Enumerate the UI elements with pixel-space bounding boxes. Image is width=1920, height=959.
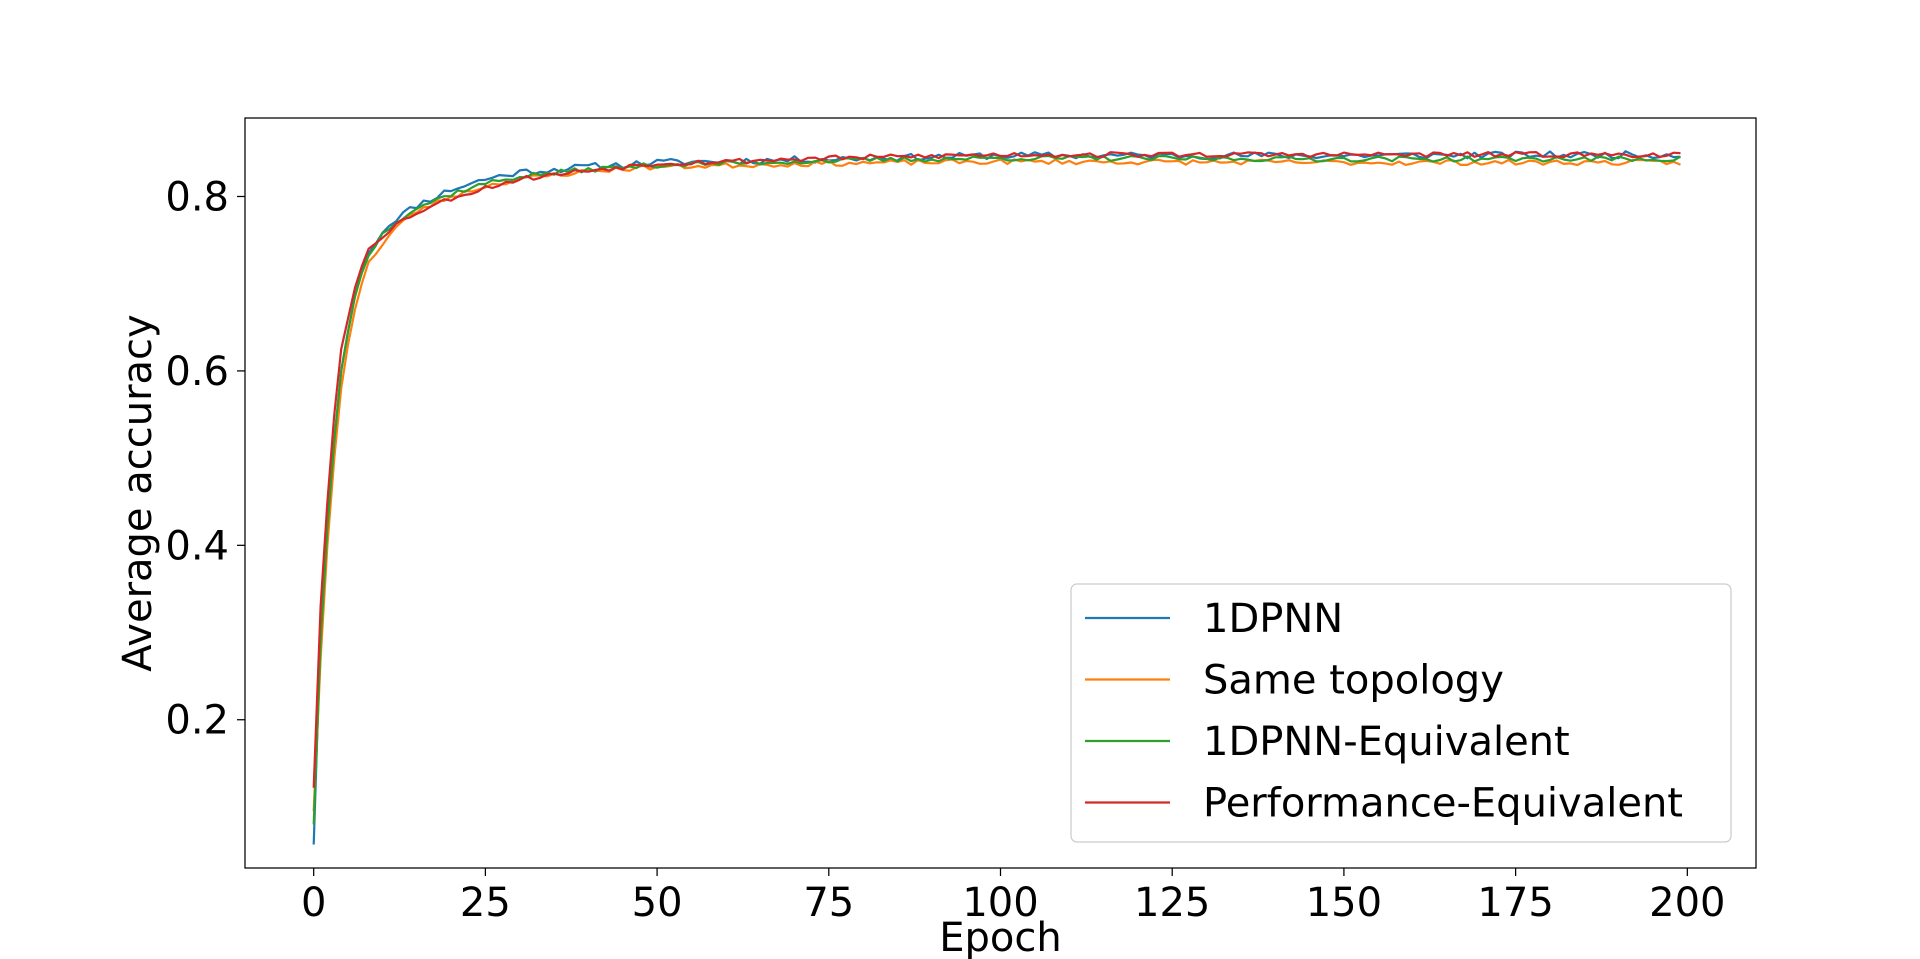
- x-tick-label: 200: [1649, 880, 1725, 926]
- legend-label: Performance-Equivalent: [1203, 781, 1683, 827]
- y-tick-label: 0.6: [165, 349, 229, 395]
- x-tick-label: 175: [1477, 880, 1553, 926]
- x-tick-label: 25: [460, 880, 511, 926]
- x-tick-label: 150: [1306, 880, 1382, 926]
- x-tick-label: 50: [632, 880, 683, 926]
- series-line: [312, 151, 1681, 788]
- x-tick-label: 125: [1134, 880, 1210, 926]
- y-axis-label: Average accuracy: [115, 314, 161, 671]
- x-axis-ticks: 0 25 50 75 100 125 150 175 200: [301, 868, 1725, 926]
- y-tick-label: 0.8: [165, 174, 229, 220]
- y-tick-label: 0.2: [165, 698, 229, 744]
- series-line: [312, 154, 1682, 825]
- x-tick-label: 0: [301, 880, 326, 926]
- x-tick-label: 100: [962, 880, 1038, 926]
- legend-label: 1DPNN-Equivalent: [1203, 719, 1570, 765]
- legend-box: [1070, 583, 1732, 843]
- legend-label: 1DPNN: [1203, 596, 1343, 642]
- x-tick-label: 75: [803, 880, 854, 926]
- legend: 1DPNN Same topology 1DPNN-Equivalent Perfor…: [1070, 583, 1732, 843]
- plot-lines: [312, 150, 1682, 845]
- legend-label: Same topology: [1203, 658, 1504, 704]
- x-axis-label: Epoch: [939, 915, 1061, 959]
- y-tick-label: 0.4: [165, 523, 229, 569]
- y-axis-ticks: 0.2 0.4 0.6 0.8: [165, 174, 245, 744]
